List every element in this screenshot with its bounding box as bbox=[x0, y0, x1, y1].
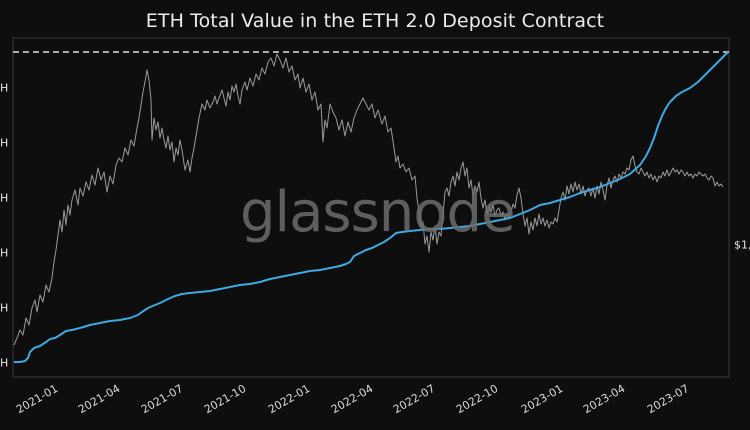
y-right-tick: $1, bbox=[734, 238, 750, 252]
y-left-tick: H bbox=[0, 356, 9, 370]
deposit-line bbox=[14, 51, 729, 363]
y-left-tick: H bbox=[0, 81, 9, 95]
y-left-tick: H bbox=[0, 301, 9, 315]
plot-frame bbox=[12, 37, 730, 378]
glassnode-watermark: glassnode bbox=[240, 180, 516, 245]
chart-title: ETH Total Value in the ETH 2.0 Deposit C… bbox=[145, 10, 605, 32]
y-left-tick: H bbox=[0, 191, 9, 205]
y-left-tick: H bbox=[0, 246, 9, 260]
price-line bbox=[13, 53, 724, 346]
y-left-tick: H bbox=[0, 136, 9, 150]
